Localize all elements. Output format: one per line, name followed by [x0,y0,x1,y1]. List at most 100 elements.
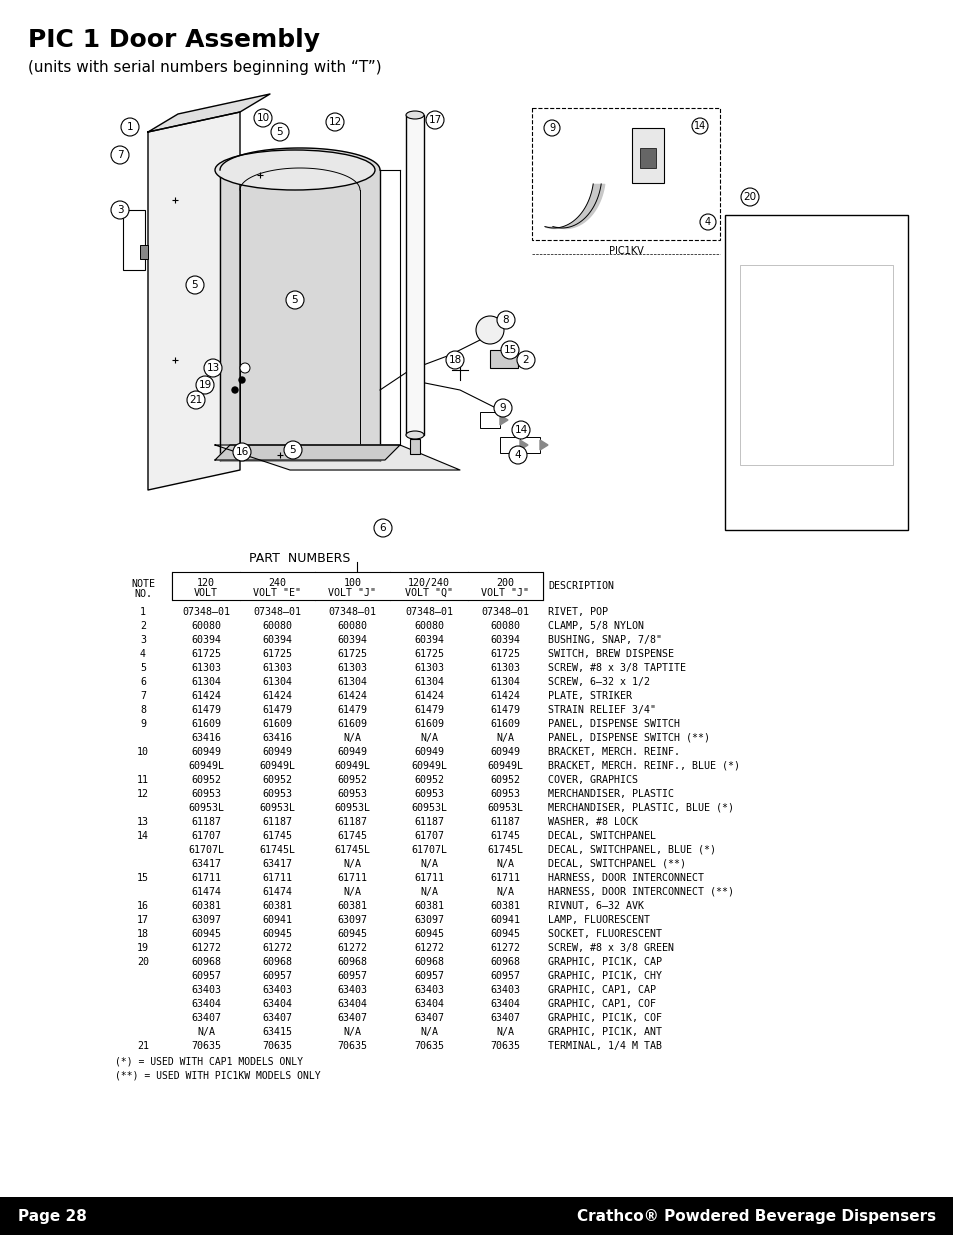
Text: NOTE: NOTE [131,579,154,589]
Text: 8: 8 [502,315,509,325]
Text: 61725: 61725 [262,650,293,659]
Text: CLAMP, 5/8 NYLON: CLAMP, 5/8 NYLON [547,621,643,631]
Text: 120/240: 120/240 [408,578,450,588]
Circle shape [426,111,443,128]
Ellipse shape [406,111,423,119]
Text: (*) = USED WITH CAP1 MODELS ONLY: (*) = USED WITH CAP1 MODELS ONLY [115,1057,303,1067]
Text: 61304: 61304 [414,677,443,687]
Text: GRAPHIC, PIC1K, CAP: GRAPHIC, PIC1K, CAP [547,957,661,967]
Text: N/A: N/A [419,734,437,743]
Text: 61707: 61707 [191,831,221,841]
Text: 63404: 63404 [414,999,443,1009]
Text: 60949L: 60949L [411,761,447,771]
Text: 61745: 61745 [490,831,520,841]
Text: N/A: N/A [419,860,437,869]
Text: 16: 16 [235,447,249,457]
Text: 61304: 61304 [262,677,293,687]
Text: 18: 18 [448,354,461,366]
Text: 61303: 61303 [191,663,221,673]
Bar [499,437,519,453]
Text: 60080: 60080 [337,621,367,631]
Text: GRAPHIC, CAP1, COF: GRAPHIC, CAP1, COF [547,999,656,1009]
Text: 60953L: 60953L [335,803,370,813]
Text: Crathco® Powdered Beverage Dispensers: Crathco® Powdered Beverage Dispensers [577,1209,935,1224]
Text: 60941: 60941 [262,915,293,925]
Text: (**) = USED WITH PIC1KW MODELS ONLY: (**) = USED WITH PIC1KW MODELS ONLY [115,1070,320,1079]
Text: 6: 6 [140,677,146,687]
Text: 60949: 60949 [262,747,293,757]
Text: N/A: N/A [343,734,361,743]
Text: 240: 240 [268,578,286,588]
Text: 63407: 63407 [262,1013,293,1023]
Text: 61479: 61479 [191,705,221,715]
Text: 60080: 60080 [490,621,520,631]
Text: 60952: 60952 [490,776,520,785]
Circle shape [326,112,344,131]
Bar [740,266,892,466]
Text: 60957: 60957 [191,971,221,981]
Text: Page 28: Page 28 [18,1209,87,1224]
Text: 63407: 63407 [191,1013,221,1023]
Bar [123,210,145,270]
Text: 07348–01: 07348–01 [405,606,453,618]
Text: VOLT "J": VOLT "J" [481,588,529,598]
Text: 61303: 61303 [490,663,520,673]
Text: 61711: 61711 [414,873,443,883]
Polygon shape [214,445,459,471]
Polygon shape [220,148,379,459]
Text: 63403: 63403 [414,986,443,995]
Text: VOLT: VOLT [193,588,218,598]
Text: SWITCH, BREW DISPENSE: SWITCH, BREW DISPENSE [547,650,673,659]
Text: 61725: 61725 [490,650,520,659]
Text: 61304: 61304 [337,677,367,687]
Text: 60968: 60968 [490,957,520,967]
Bar [724,215,907,530]
Text: 61479: 61479 [262,705,293,715]
Bar [172,572,542,600]
Text: 16: 16 [137,902,149,911]
Text: 60945: 60945 [262,929,293,939]
Text: 60949L: 60949L [487,761,523,771]
Text: PIC1KV: PIC1KV [608,246,642,256]
Text: 61745L: 61745L [335,845,370,855]
Text: SCREW, #8 x 3/8 TAPTITE: SCREW, #8 x 3/8 TAPTITE [547,663,685,673]
Text: N/A: N/A [419,887,437,897]
Text: 120: 120 [196,578,214,588]
Text: 15: 15 [137,873,149,883]
Text: 60953: 60953 [262,789,293,799]
Text: 60968: 60968 [414,957,443,967]
Text: 60381: 60381 [262,902,293,911]
Bar [631,128,663,183]
Text: 2: 2 [522,354,529,366]
Text: 63404: 63404 [191,999,221,1009]
Text: 61609: 61609 [191,719,221,729]
Text: 60394: 60394 [262,635,293,645]
Circle shape [186,275,204,294]
Text: 61711: 61711 [262,873,293,883]
Text: 60953: 60953 [414,789,443,799]
Text: 60957: 60957 [262,971,293,981]
Text: 7: 7 [116,149,123,161]
Text: 12: 12 [137,789,149,799]
Text: 61424: 61424 [337,692,367,701]
Text: 60945: 60945 [414,929,443,939]
Text: N/A: N/A [196,1028,214,1037]
Text: 60953: 60953 [191,789,221,799]
Text: 60394: 60394 [490,635,520,645]
Text: 9: 9 [548,124,555,133]
Text: 61424: 61424 [262,692,293,701]
Text: 11: 11 [137,776,149,785]
Text: PANEL, DISPENSE SWITCH (**): PANEL, DISPENSE SWITCH (**) [547,734,709,743]
Text: 70635: 70635 [262,1041,293,1051]
Text: 60945: 60945 [191,929,221,939]
Text: 60952: 60952 [337,776,367,785]
Circle shape [271,124,289,141]
Text: 61711: 61711 [337,873,367,883]
Text: 61272: 61272 [262,944,293,953]
Circle shape [240,363,250,373]
Text: 17: 17 [428,115,441,125]
Text: 60080: 60080 [262,621,293,631]
Text: 60945: 60945 [490,929,520,939]
Text: 61187: 61187 [490,818,520,827]
Text: 63403: 63403 [262,986,293,995]
